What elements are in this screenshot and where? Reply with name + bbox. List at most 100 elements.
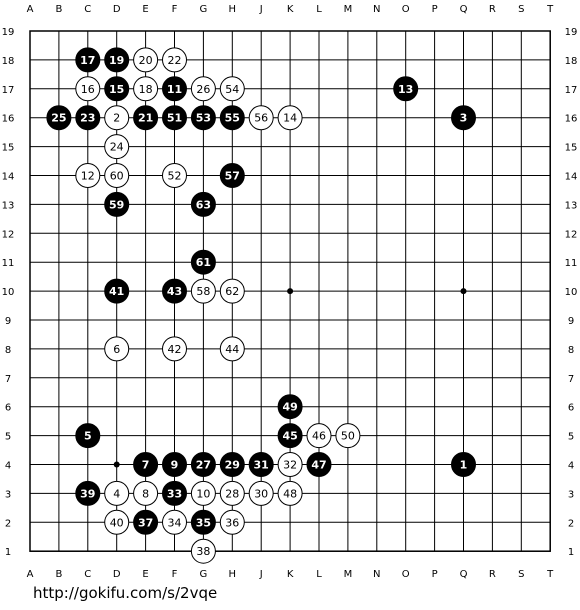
move-number: 17 bbox=[80, 54, 95, 67]
move-number: 62 bbox=[225, 285, 239, 298]
black-stone: 3 bbox=[451, 105, 476, 131]
move-number: 26 bbox=[196, 83, 210, 96]
column-label: A bbox=[27, 4, 34, 15]
column-label: J bbox=[259, 569, 263, 580]
row-label: 12 bbox=[565, 229, 578, 240]
move-number: 48 bbox=[283, 487, 297, 500]
move-number: 50 bbox=[341, 430, 355, 443]
stone-disc bbox=[162, 76, 187, 102]
move-number: 1 bbox=[460, 459, 468, 472]
column-label: T bbox=[546, 569, 554, 580]
move-number: 43 bbox=[167, 285, 182, 298]
column-label: D bbox=[113, 4, 121, 15]
move-number: 44 bbox=[225, 343, 239, 356]
stone-disc bbox=[133, 76, 159, 102]
white-stone: 30 bbox=[248, 480, 274, 506]
black-stone: 5 bbox=[75, 423, 101, 449]
row-label: 13 bbox=[2, 200, 15, 211]
column-label: O bbox=[402, 569, 410, 580]
stone-disc bbox=[162, 452, 187, 477]
stone-disc bbox=[104, 480, 130, 506]
row-label: 18 bbox=[2, 56, 15, 67]
move-number: 38 bbox=[196, 545, 210, 558]
white-stone: 58 bbox=[190, 278, 216, 304]
column-label: B bbox=[55, 4, 62, 15]
black-stone: 49 bbox=[277, 394, 303, 420]
white-stone: 44 bbox=[219, 336, 245, 362]
stone-disc bbox=[277, 452, 303, 477]
stone-disc bbox=[219, 509, 245, 535]
row-label: 4 bbox=[568, 461, 574, 472]
column-label: S bbox=[518, 4, 524, 15]
stone-disc bbox=[219, 452, 245, 477]
white-stone: 62 bbox=[219, 278, 245, 304]
go-board[interactable]: AABBCCDDEEFFGGHHJJKKLLMMNNOOPPQQRRSSTT19… bbox=[0, 0, 580, 580]
stone-disc bbox=[162, 278, 187, 304]
move-number: 12 bbox=[81, 170, 95, 183]
stone-disc bbox=[277, 394, 303, 420]
move-number: 33 bbox=[167, 487, 182, 500]
column-label: B bbox=[55, 569, 62, 580]
stone-disc bbox=[162, 480, 187, 506]
white-stone: 6 bbox=[104, 336, 130, 362]
row-label: 11 bbox=[2, 258, 15, 269]
column-label: C bbox=[84, 569, 91, 580]
column-label: H bbox=[229, 569, 237, 580]
white-stone: 50 bbox=[335, 423, 361, 449]
column-label: C bbox=[84, 4, 91, 15]
white-stone: 56 bbox=[248, 105, 274, 131]
move-number: 11 bbox=[167, 83, 182, 96]
move-number: 31 bbox=[254, 459, 269, 472]
move-number: 13 bbox=[398, 83, 413, 96]
black-stone: 41 bbox=[104, 278, 130, 304]
row-label: 5 bbox=[568, 432, 574, 443]
column-label: J bbox=[259, 4, 263, 15]
column-label: D bbox=[113, 569, 121, 580]
move-number: 58 bbox=[196, 285, 210, 298]
move-number: 24 bbox=[110, 141, 124, 154]
column-label: T bbox=[546, 4, 554, 15]
black-stone: 31 bbox=[248, 452, 274, 477]
column-label: E bbox=[142, 4, 148, 15]
move-number: 23 bbox=[80, 112, 95, 125]
stone-disc bbox=[133, 105, 159, 131]
row-label: 16 bbox=[2, 114, 15, 125]
row-label: 11 bbox=[565, 258, 578, 269]
move-number: 36 bbox=[225, 516, 239, 529]
column-label: R bbox=[489, 4, 496, 15]
white-stone: 46 bbox=[306, 423, 332, 449]
column-label: E bbox=[142, 569, 148, 580]
move-number: 2 bbox=[113, 112, 120, 125]
move-number: 22 bbox=[168, 54, 182, 67]
row-label: 1 bbox=[5, 547, 11, 558]
black-stone: 55 bbox=[219, 105, 245, 131]
black-stone: 29 bbox=[219, 452, 245, 477]
move-number: 15 bbox=[109, 83, 124, 96]
row-label: 16 bbox=[565, 114, 578, 125]
black-stone: 53 bbox=[190, 105, 216, 131]
stone-disc bbox=[190, 76, 216, 102]
white-stone: 24 bbox=[104, 134, 130, 160]
move-number: 37 bbox=[138, 516, 153, 529]
stone-disc bbox=[451, 105, 476, 131]
move-number: 40 bbox=[110, 516, 124, 529]
stone-disc bbox=[393, 76, 419, 102]
black-stone: 21 bbox=[133, 105, 159, 131]
black-stone: 33 bbox=[162, 480, 187, 506]
kifu-url-link[interactable]: http://gokifu.com/s/2vqe bbox=[33, 584, 218, 602]
stone-disc bbox=[104, 134, 130, 160]
stone-disc bbox=[219, 76, 245, 102]
black-stone: 27 bbox=[190, 452, 216, 477]
row-label: 13 bbox=[565, 200, 578, 211]
column-label: G bbox=[200, 4, 208, 15]
black-stone: 51 bbox=[162, 105, 187, 131]
stone-disc bbox=[104, 509, 130, 535]
column-label: Q bbox=[460, 569, 468, 580]
column-label: G bbox=[200, 569, 208, 580]
coordinate-labels: AABBCCDDEEFFGGHHJJKKLLMMNNOOPPQQRRSSTT19… bbox=[2, 4, 578, 580]
row-label: 15 bbox=[2, 143, 15, 154]
move-number: 42 bbox=[168, 343, 182, 356]
black-stone: 37 bbox=[133, 509, 159, 535]
star-point bbox=[460, 288, 467, 295]
